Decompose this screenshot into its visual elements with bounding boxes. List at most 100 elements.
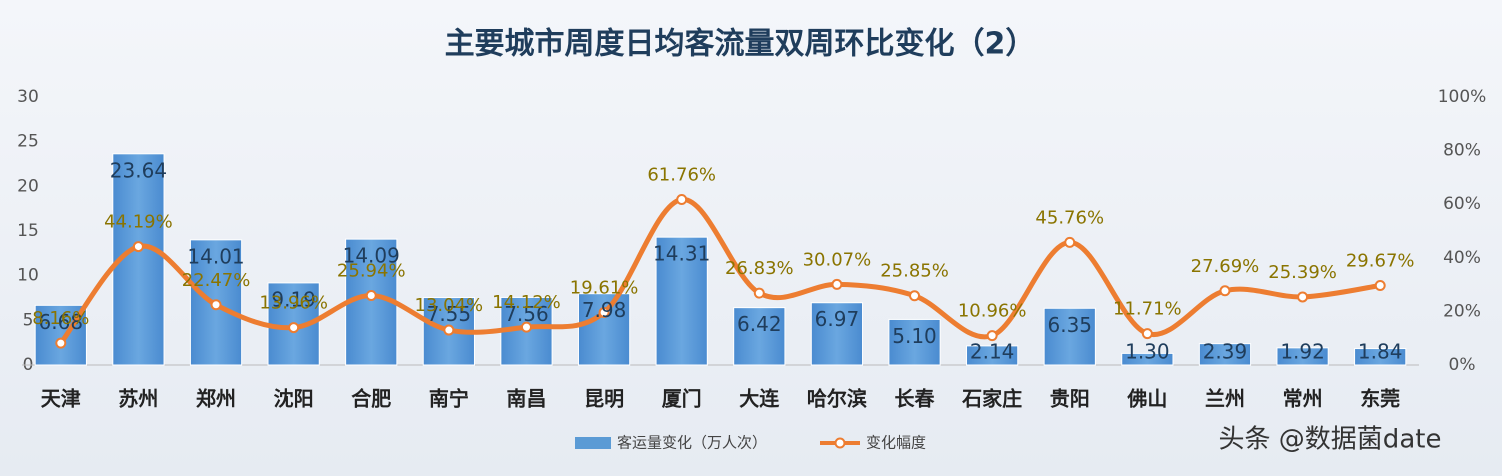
line-value-label: 19.61%	[570, 277, 639, 298]
y-tick-label: 5	[23, 310, 34, 330]
line-value-label: 22.47%	[182, 270, 251, 291]
bar	[655, 236, 708, 366]
line-marker	[1141, 328, 1153, 340]
line-marker	[520, 321, 532, 333]
y2-tick-label: 20%	[1443, 301, 1481, 321]
x-tick-label: 佛山	[1126, 387, 1167, 411]
x-tick-label: 贵阳	[1050, 387, 1090, 411]
y2-tick-label: 40%	[1443, 248, 1481, 268]
bar-value-label: 7.98	[582, 298, 627, 322]
bar	[1043, 307, 1096, 366]
line-marker	[1374, 279, 1386, 291]
x-tick-label: 常州	[1283, 387, 1323, 411]
x-tick-label: 哈尔滨	[807, 387, 867, 411]
bar-value-label: 14.31	[653, 242, 710, 266]
line-marker	[986, 330, 998, 342]
line-marker	[909, 290, 921, 302]
bar-value-label: 6.35	[1047, 313, 1092, 337]
bar	[810, 302, 864, 366]
line-marker	[443, 324, 455, 336]
bar-value-label: 2.14	[970, 340, 1015, 364]
line-marker	[210, 299, 222, 311]
line-value-label: 11.71%	[1113, 299, 1182, 320]
y2-tick-label: 60%	[1443, 194, 1481, 214]
bar-value-label: 2.39	[1203, 340, 1248, 364]
line-marker	[1219, 285, 1231, 297]
line-marker	[288, 322, 300, 334]
bar-value-label: 7.56	[504, 302, 549, 326]
legend-swatch	[575, 437, 611, 449]
bar	[345, 238, 398, 366]
x-tick-label: 长春	[895, 387, 936, 411]
bar	[888, 318, 941, 366]
bar-value-label: 5.10	[892, 324, 937, 348]
x-tick-label: 天津	[41, 387, 81, 411]
y-tick-label: 10	[17, 266, 39, 286]
line-value-label: 30.07%	[803, 249, 872, 270]
line-value-label: 14.12%	[492, 292, 561, 313]
bar	[966, 345, 1019, 366]
y-tick-label: 25	[17, 132, 39, 152]
line-value-label: 61.76%	[647, 164, 716, 185]
line-value-label: 45.76%	[1035, 207, 1104, 228]
x-tick-label: 郑州	[196, 387, 236, 411]
x-tick-label: 厦门	[662, 387, 702, 411]
bar	[1121, 352, 1174, 366]
y-tick-label: 15	[17, 221, 39, 241]
watermark: 头条 @数据菌date	[1219, 425, 1442, 455]
line-value-label: 44.19%	[104, 212, 173, 233]
line-value-label: 26.83%	[725, 258, 794, 279]
bar	[733, 307, 786, 366]
line-value-label: 8.16%	[32, 308, 89, 329]
y-tick-label: 30	[17, 87, 39, 107]
line-marker	[1064, 236, 1076, 248]
y2-tick-label: 100%	[1438, 87, 1487, 107]
bar-value-label: 14.09	[343, 244, 400, 268]
line-marker	[753, 287, 765, 299]
x-tick-label: 昆明	[584, 387, 624, 411]
line-marker	[55, 337, 67, 349]
bar-value-label: 1.92	[1280, 340, 1325, 364]
line-value-label: 13.04%	[415, 295, 484, 316]
bar-value-label: 9.19	[271, 287, 316, 311]
bar	[1198, 343, 1252, 366]
line-marker	[598, 306, 610, 318]
line-marker	[1297, 291, 1309, 303]
line-value-label: 29.67%	[1346, 250, 1415, 271]
x-tick-label: 石家庄	[961, 387, 1022, 411]
x-tick-label: 兰州	[1205, 387, 1245, 411]
y-tick-label: 20	[17, 176, 39, 196]
x-tick-label: 南昌	[506, 387, 546, 411]
line-value-label: 27.69%	[1191, 256, 1260, 277]
bar-value-label: 6.97	[815, 307, 860, 331]
line-marker	[831, 278, 843, 290]
bar-value-label: 1.30	[1125, 340, 1170, 364]
bar	[1276, 347, 1329, 366]
chart-title: 主要城市周度日均客流量双周环比变化（2）	[445, 27, 1036, 62]
line-marker	[365, 289, 377, 301]
line-marker	[676, 193, 688, 205]
legend-label: 变化幅度	[866, 434, 926, 452]
x-tick-label: 南宁	[429, 387, 469, 411]
bar-value-label: 23.64	[110, 158, 167, 182]
x-tick-label: 东莞	[1360, 387, 1400, 411]
bar-value-label: 7.55	[427, 302, 472, 326]
line-value-label: 25.94%	[337, 260, 406, 281]
line-value-label: 25.39%	[1268, 262, 1337, 283]
x-tick-label: 合肥	[351, 387, 391, 411]
line-value-label: 10.96%	[958, 301, 1027, 322]
bar-value-label: 6.42	[737, 312, 782, 336]
x-tick-label: 大连	[739, 387, 780, 411]
y2-tick-label: 80%	[1443, 141, 1481, 161]
bar	[1354, 348, 1407, 366]
line-marker	[132, 241, 144, 253]
bar-value-label: 14.01	[187, 244, 244, 268]
bar	[577, 293, 631, 366]
y2-tick-label: 0%	[1449, 355, 1476, 375]
line-value-label: 13.96%	[259, 293, 328, 314]
bar-value-label: 6.68	[39, 310, 84, 334]
line-value-label: 25.85%	[880, 261, 949, 282]
legend-label: 客运量变化（万人次）	[617, 434, 767, 452]
